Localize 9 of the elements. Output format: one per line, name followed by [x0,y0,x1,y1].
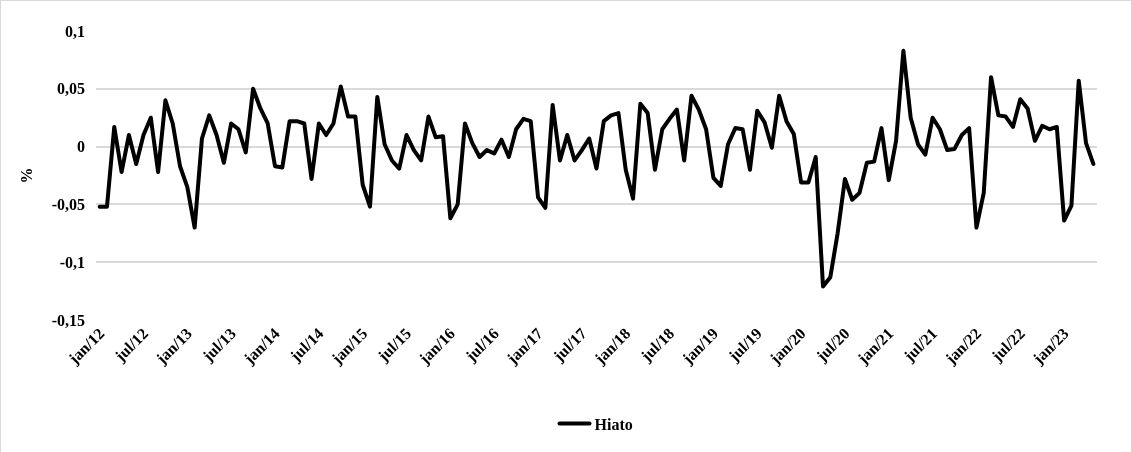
y-tick-label: 0 [77,138,85,156]
y-axis-title: % [17,167,35,184]
y-tick-label: -0,1 [59,253,85,271]
y-tick-label: 0,1 [65,22,85,40]
y-tick-label: -0,05 [51,196,85,213]
y-tick-label: -0,15 [51,311,85,329]
legend-label: Hiato [594,415,633,433]
y-tick-label: 0,05 [57,80,85,98]
line-series [97,48,1096,289]
